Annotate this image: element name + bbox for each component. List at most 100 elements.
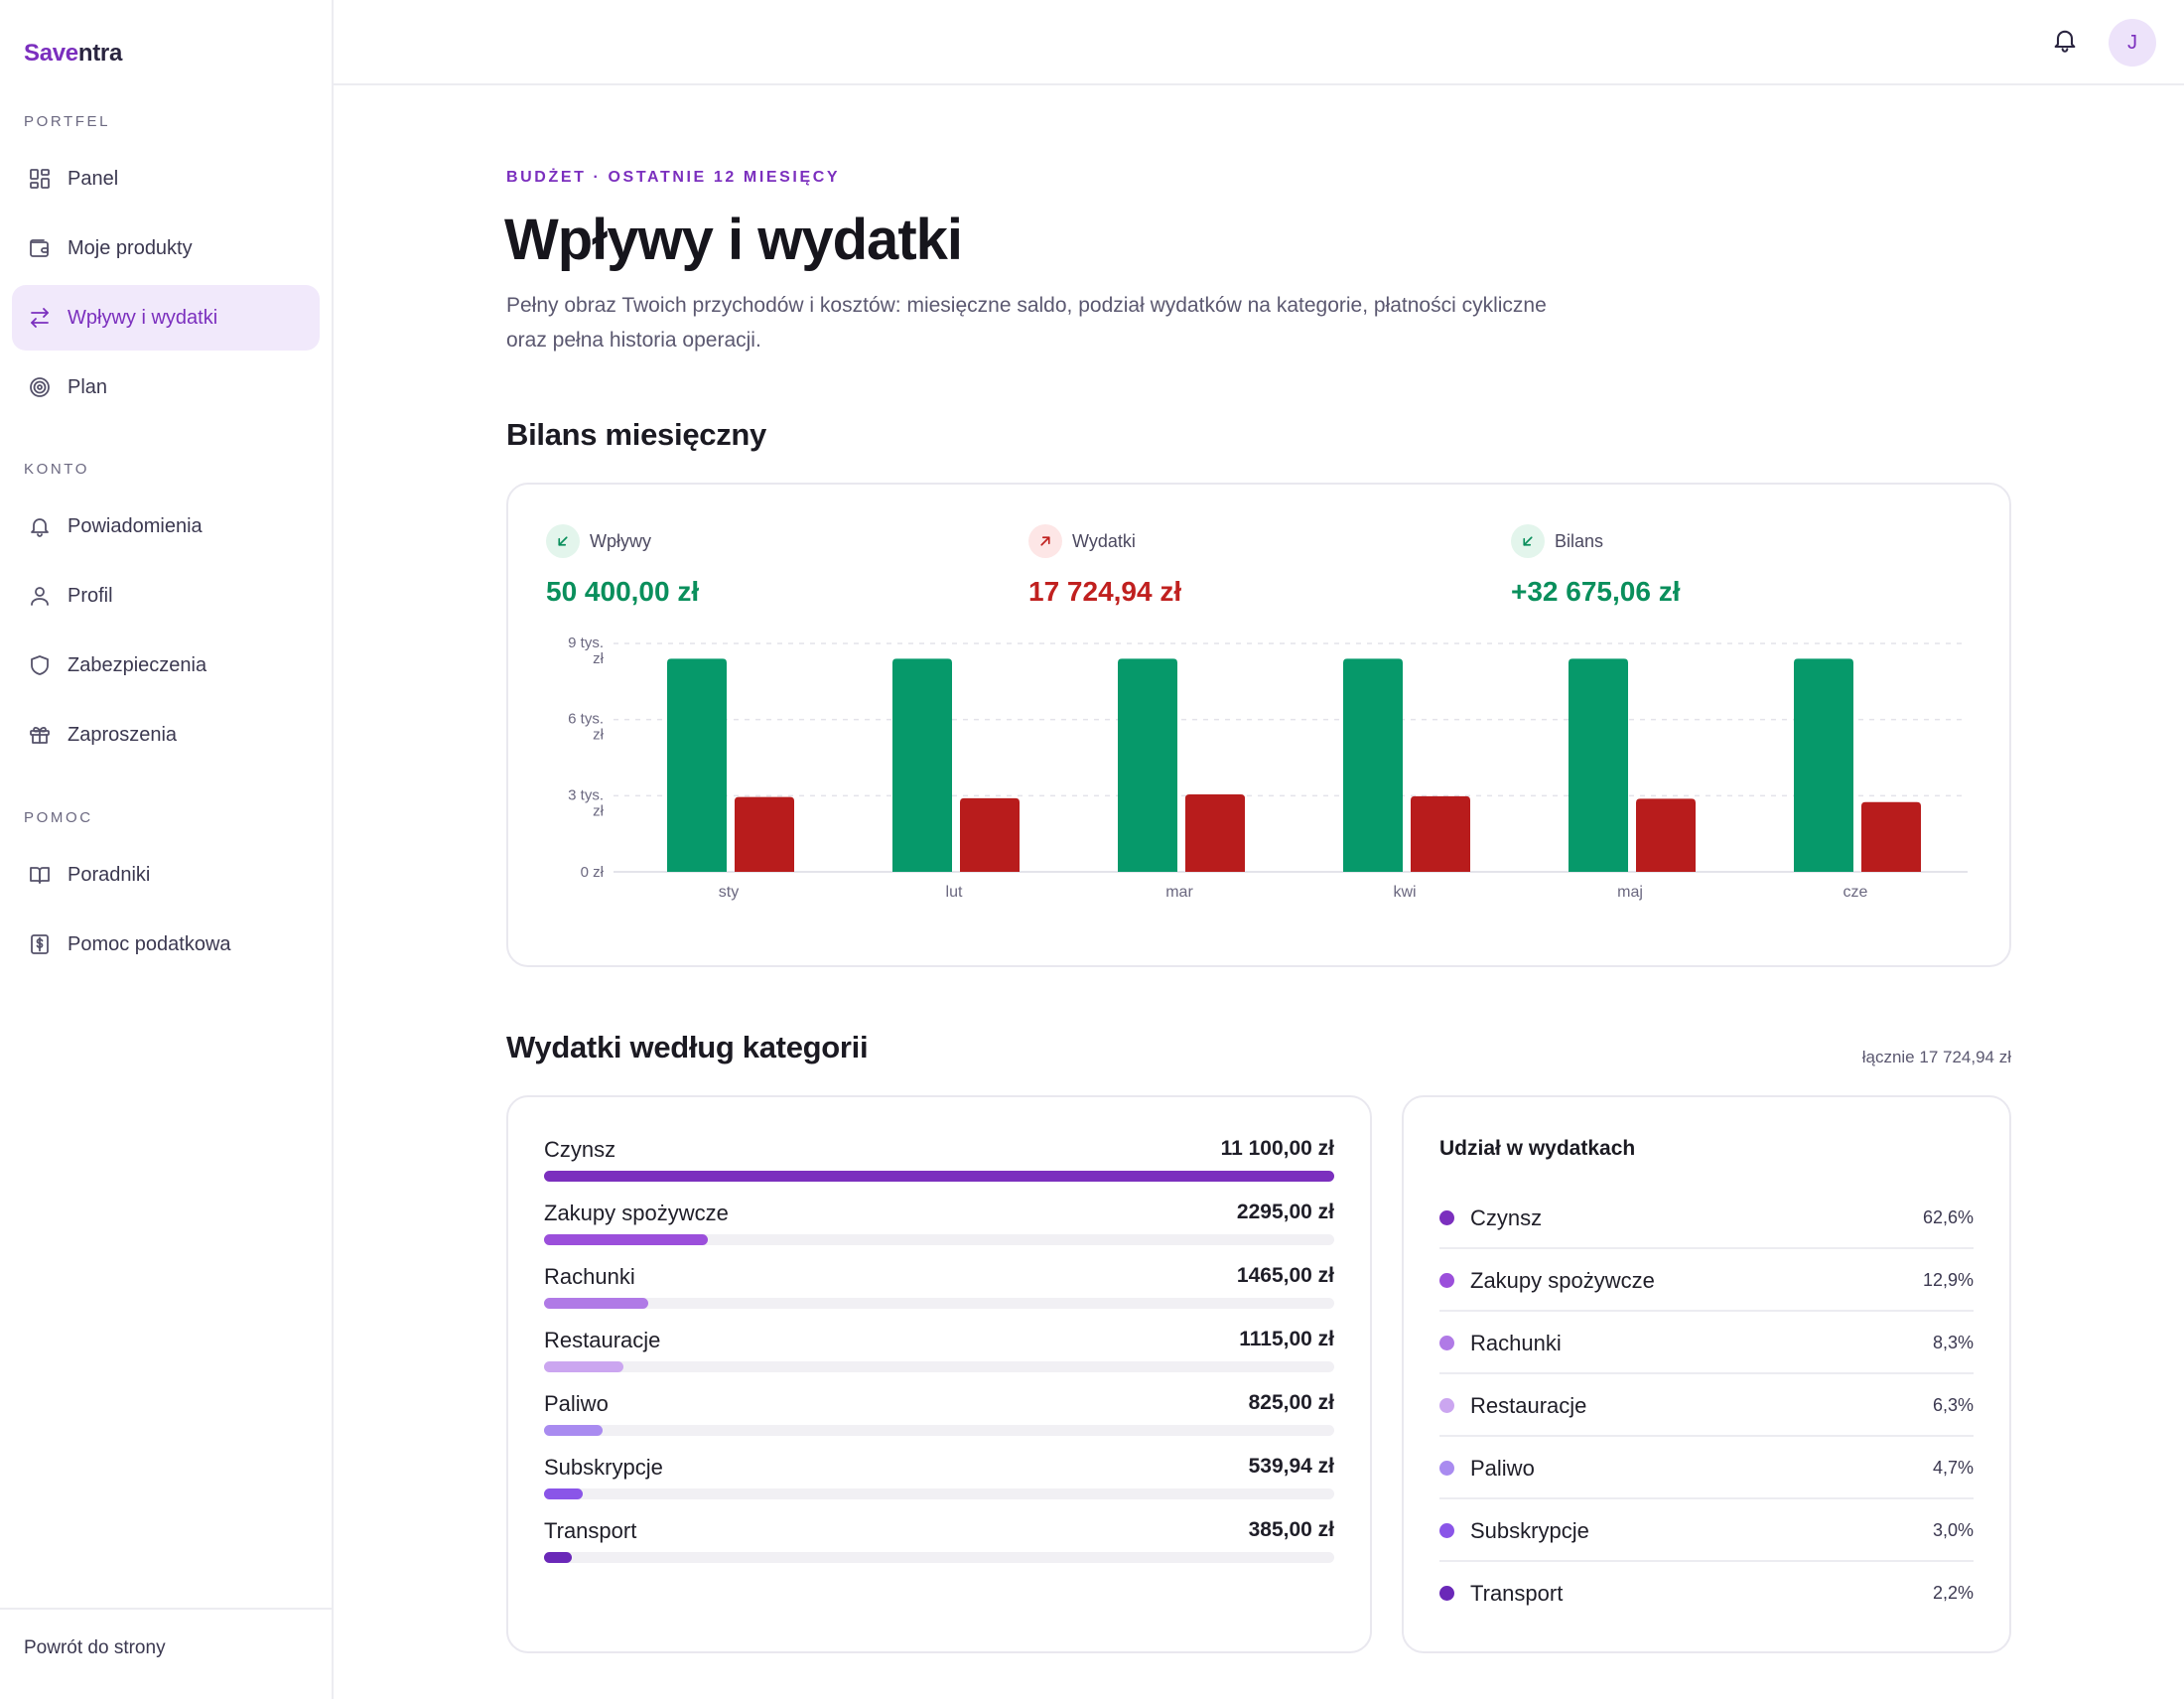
category-row: Paliwo 825,00 zł: [544, 1391, 1334, 1441]
category-progress-fill: [544, 1171, 1334, 1182]
x-tick-label: sty: [719, 884, 739, 901]
x-tick-label: kwi: [1393, 884, 1416, 901]
income-bar: [1343, 658, 1403, 872]
share-name: Subskrypcje: [1470, 1518, 1589, 1543]
x-tick-label: cze: [1843, 884, 1868, 901]
legend-dot: [1439, 1210, 1454, 1225]
categories-heading: Wydatki według kategorii: [506, 1030, 869, 1064]
category-progress-fill: [544, 1298, 649, 1309]
legend-dot: [1439, 1461, 1454, 1476]
sidebar-item-label: Wpływy i wydatki: [68, 306, 218, 329]
sidebar-item-zaproszenia[interactable]: Zaproszenia: [12, 702, 320, 768]
stat-value: 50 400,00 zł: [546, 576, 700, 607]
legend-dot: [1439, 1586, 1454, 1601]
sidebar-item-panel[interactable]: Panel: [12, 146, 320, 212]
category-progress-fill: [544, 1361, 623, 1372]
target-icon: [28, 375, 52, 399]
gift-icon: [28, 723, 52, 747]
category-progress-fill: [544, 1552, 572, 1563]
sidebar-item-zabezpieczenia[interactable]: Zabezpieczenia: [12, 633, 320, 698]
sidebar-item-moje-produkty[interactable]: Moje produkty: [12, 215, 320, 281]
category-progress-track: [544, 1425, 1334, 1436]
stat-label: Wpływy: [590, 530, 651, 551]
brand-part-2: ntra: [77, 40, 122, 67]
share-row: Rachunki 8,3%: [1439, 1312, 1974, 1374]
section-label-pomoc: POMOC: [24, 809, 93, 826]
income-bar: [1118, 658, 1177, 872]
income-bar: [667, 658, 727, 872]
share-percent: 12,9%: [1922, 1270, 1974, 1290]
category-progress-track: [544, 1234, 1334, 1245]
sidebar-item-label: Zabezpieczenia: [68, 653, 207, 676]
expense-bar: [1185, 794, 1245, 872]
expense-bar: [960, 797, 1020, 872]
sidebar-item-poradniki[interactable]: Poradniki: [12, 842, 320, 908]
stat-label: Bilans: [1555, 530, 1604, 551]
sidebar: Saventra PORTFEL Panel Moje produkty Wpł…: [0, 0, 334, 1699]
stat-value: +32 675,06 zł: [1511, 576, 1681, 607]
notifications-button[interactable]: [2051, 26, 2083, 58]
share-name: Restauracje: [1470, 1393, 1587, 1418]
avatar[interactable]: J: [2109, 19, 2156, 67]
back-to-site-link[interactable]: Powrót do strony: [24, 1637, 166, 1658]
stat-income: Wpływy 50 400,00 zł: [546, 524, 699, 608]
category-progress-fill: [544, 1425, 603, 1436]
expense-bar: [1861, 801, 1921, 872]
y-tick-label: 0 zł: [581, 864, 605, 881]
x-tick-label: mar: [1165, 884, 1193, 901]
sidebar-item-label: Poradniki: [68, 863, 151, 886]
category-row: Czynsz 11 100,00 zł: [544, 1137, 1334, 1187]
category-row: Restauracje 1115,00 zł: [544, 1328, 1334, 1377]
transfer-arrows-icon: [28, 306, 52, 330]
sidebar-item-plan[interactable]: Plan: [12, 354, 320, 420]
sidebar-item-powiadomienia[interactable]: Powiadomienia: [12, 494, 320, 559]
sidebar-item-profil[interactable]: Profil: [12, 563, 320, 629]
category-amount: 1115,00 zł: [1239, 1328, 1334, 1350]
sidebar-item-pomoc-podatkowa[interactable]: Pomoc podatkowa: [12, 912, 320, 977]
category-row: Transport 385,00 zł: [544, 1518, 1334, 1568]
x-tick-label: maj: [1617, 884, 1643, 901]
share-row: Czynsz 62,6%: [1439, 1187, 1974, 1249]
share-percent: 62,6%: [1922, 1207, 1974, 1227]
arrow-up-right-icon: [1028, 524, 1062, 558]
share-percent: 6,3%: [1932, 1395, 1974, 1415]
expense-bar: [1636, 798, 1696, 872]
page-eyebrow: BUDŻET · OSTATNIE 12 MIESIĘCY: [506, 169, 841, 186]
sidebar-item-label: Zaproszenia: [68, 723, 178, 746]
brand-part-1: Save: [24, 40, 78, 67]
book-icon: [28, 863, 52, 887]
income-bar: [1569, 658, 1628, 872]
expense-bar: [1411, 795, 1470, 872]
share-title: Udział w wydatkach: [1439, 1137, 1636, 1160]
category-name: Subskrypcje: [544, 1455, 663, 1480]
share-name: Czynsz: [1470, 1205, 1543, 1230]
categories-total: łącznie 17 724,94 zł: [1861, 1048, 2011, 1066]
wallet-icon: [28, 236, 52, 260]
share-percent: 4,7%: [1932, 1458, 1974, 1478]
arrow-down-left-icon: [1511, 524, 1545, 558]
share-row: Paliwo 4,7%: [1439, 1437, 1974, 1499]
expense-bar: [735, 796, 794, 872]
legend-dot: [1439, 1523, 1454, 1538]
category-amount: 2295,00 zł: [1236, 1201, 1334, 1223]
share-percent: 8,3%: [1932, 1333, 1974, 1352]
share-percent: 2,2%: [1932, 1583, 1974, 1603]
y-tick-label: 6 tys. zł: [568, 711, 605, 744]
category-amount: 11 100,00 zł: [1220, 1137, 1334, 1160]
category-name: Czynsz: [544, 1137, 616, 1162]
sidebar-footer: Powrót do strony: [0, 1608, 332, 1699]
share-row: Zakupy spożywcze 12,9%: [1439, 1249, 1974, 1312]
category-amount: 385,00 zł: [1248, 1518, 1334, 1541]
income-bar: [1794, 658, 1853, 872]
share-name: Rachunki: [1470, 1331, 1562, 1355]
page-description: Pełny obraz Twoich przychodów i kosztów:…: [506, 294, 1547, 352]
x-tick-label: lut: [946, 884, 963, 901]
share-name: Transport: [1470, 1581, 1564, 1606]
monthly-balance-chart: 0 zł 3 tys. zł 6 tys. zł 9 tys. zł sty lut mar kwi…: [568, 635, 1968, 901]
brand-logo[interactable]: Saventra: [24, 40, 122, 68]
sidebar-item-label: Profil: [68, 584, 113, 607]
legend-dot: [1439, 1273, 1454, 1288]
sidebar-item-wplywy-i-wydatki[interactable]: Wpływy i wydatki: [12, 285, 320, 351]
sidebar-item-label: Moje produkty: [68, 236, 193, 259]
share-row: Transport 2,2%: [1439, 1562, 1974, 1625]
